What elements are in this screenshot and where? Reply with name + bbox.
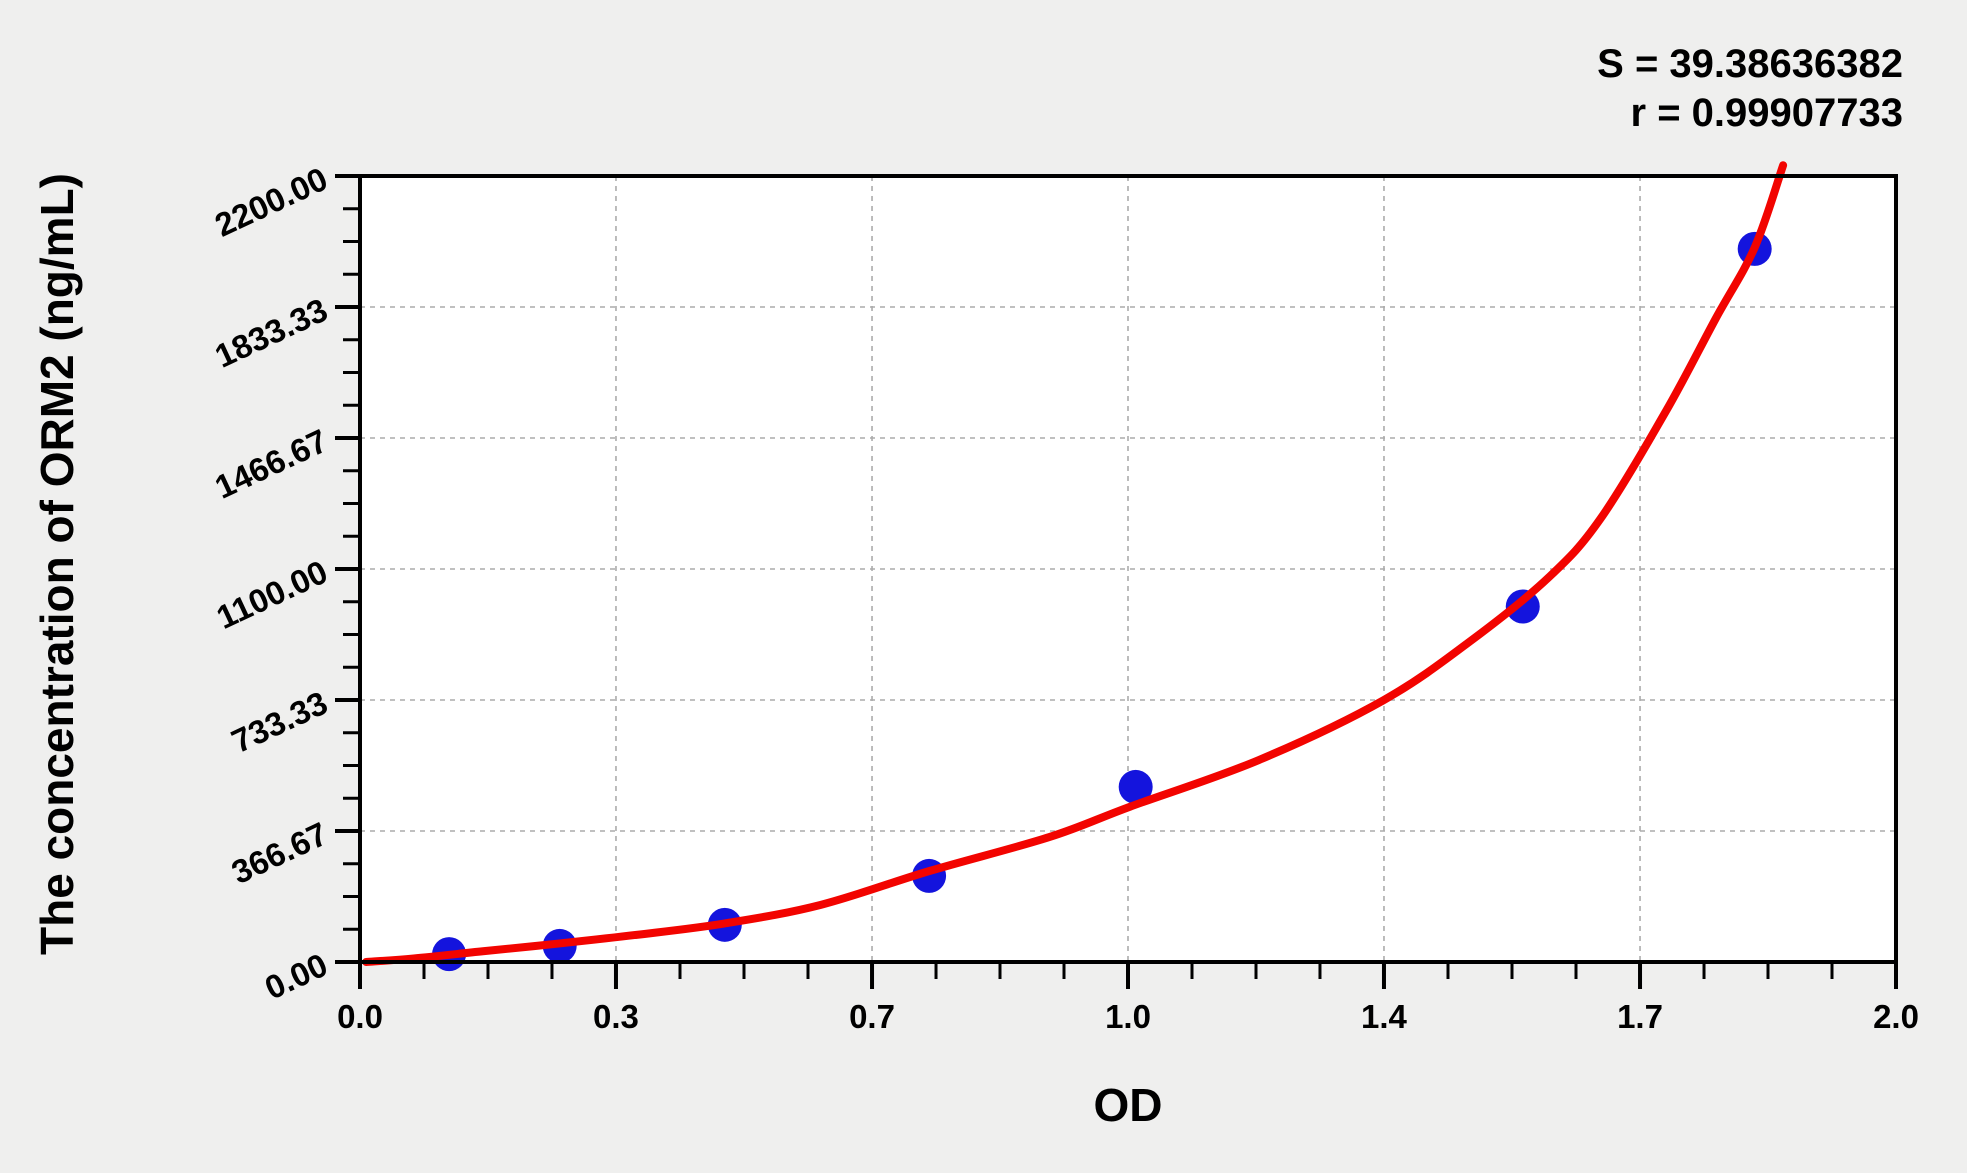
s-value-label: S = 39.38636382 xyxy=(1597,42,1903,86)
y-axis-title: The concentration of ORM2 (ng/mL) xyxy=(31,173,83,955)
fit-statistics: S = 39.38636382 r = 0.99907733 xyxy=(1597,40,1903,138)
r-value-label: r = 0.99907733 xyxy=(1630,91,1903,135)
x-tick-label: 0.0 xyxy=(337,998,383,1035)
x-tick-label: 0.3 xyxy=(593,998,639,1035)
y-tick-label: 1833.33 xyxy=(209,291,333,375)
data-point xyxy=(1118,769,1153,804)
x-tick-label: 0.7 xyxy=(849,998,895,1035)
y-tick-label: 733.33 xyxy=(226,684,333,760)
x-tick-label: 2.0 xyxy=(1873,998,1919,1035)
x-tick-label: 1.0 xyxy=(1105,998,1151,1035)
x-tick-label: 1.7 xyxy=(1617,998,1663,1035)
x-tick-label: 1.4 xyxy=(1361,998,1408,1035)
y-tick-label: 0.00 xyxy=(259,946,333,1007)
y-tick-label: 2200.00 xyxy=(209,160,333,244)
y-tick-label: 1466.67 xyxy=(209,422,333,506)
y-tick-label: 366.67 xyxy=(226,815,333,891)
x-axis-title: OD xyxy=(1093,1079,1163,1131)
y-tick-label: 1100.00 xyxy=(211,553,333,636)
fit-curve xyxy=(362,161,1788,966)
